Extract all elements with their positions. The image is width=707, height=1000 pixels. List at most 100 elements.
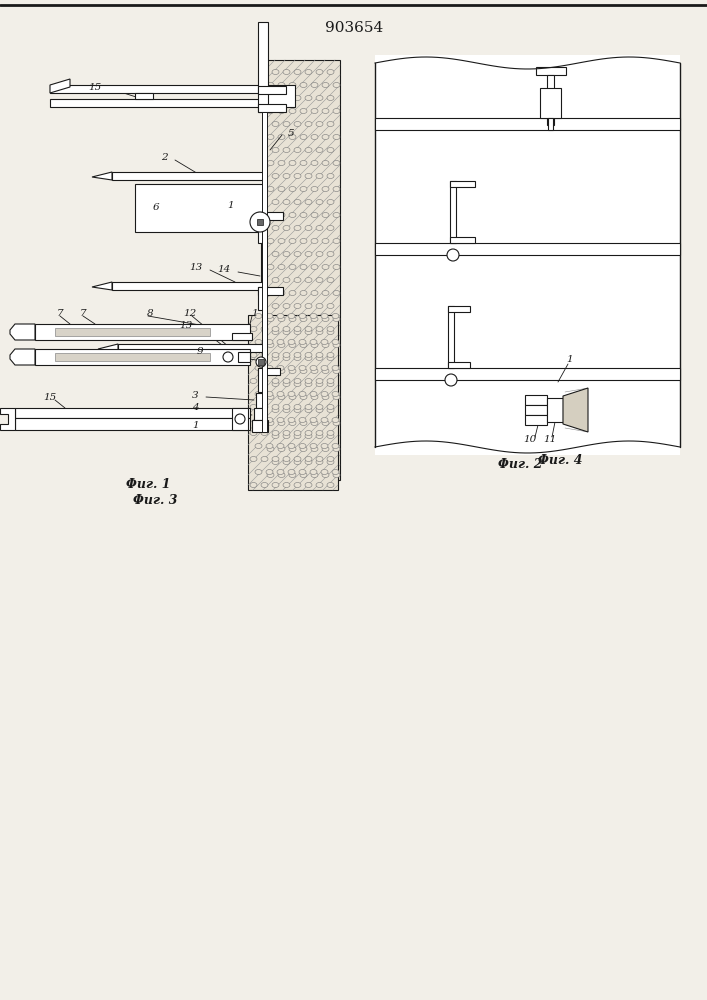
- Ellipse shape: [278, 342, 285, 348]
- Ellipse shape: [327, 430, 334, 436]
- Ellipse shape: [266, 470, 273, 475]
- Bar: [375, 368, 680, 380]
- Circle shape: [250, 212, 270, 232]
- Ellipse shape: [327, 200, 334, 205]
- Bar: [258, 104, 286, 112]
- Bar: [232, 408, 248, 430]
- Polygon shape: [98, 344, 118, 352]
- Polygon shape: [50, 79, 70, 93]
- Ellipse shape: [316, 277, 323, 282]
- Ellipse shape: [332, 470, 339, 475]
- Bar: [135, 93, 153, 99]
- Ellipse shape: [305, 353, 312, 358]
- Ellipse shape: [321, 470, 328, 475]
- Ellipse shape: [272, 70, 279, 75]
- Bar: [252, 420, 268, 432]
- Ellipse shape: [277, 418, 284, 422]
- Ellipse shape: [316, 408, 323, 412]
- Ellipse shape: [311, 368, 318, 373]
- Ellipse shape: [316, 70, 323, 75]
- Ellipse shape: [277, 340, 284, 344]
- Ellipse shape: [272, 96, 279, 101]
- Ellipse shape: [305, 326, 312, 332]
- Ellipse shape: [272, 460, 279, 464]
- Ellipse shape: [250, 483, 257, 488]
- Ellipse shape: [267, 134, 274, 139]
- Ellipse shape: [272, 277, 279, 282]
- Ellipse shape: [327, 381, 334, 386]
- Ellipse shape: [333, 134, 340, 139]
- Ellipse shape: [311, 394, 318, 399]
- Ellipse shape: [255, 365, 262, 370]
- Ellipse shape: [272, 430, 279, 436]
- Ellipse shape: [305, 404, 312, 410]
- Text: 7: 7: [57, 310, 64, 318]
- Ellipse shape: [278, 290, 285, 296]
- Bar: [248, 315, 338, 490]
- Bar: [55, 353, 210, 361]
- Ellipse shape: [300, 473, 307, 478]
- Ellipse shape: [267, 108, 274, 113]
- Ellipse shape: [322, 83, 329, 88]
- Ellipse shape: [327, 456, 334, 462]
- Ellipse shape: [283, 226, 290, 231]
- Bar: [448, 362, 470, 368]
- Ellipse shape: [267, 446, 274, 452]
- Ellipse shape: [288, 444, 295, 448]
- Ellipse shape: [332, 444, 339, 448]
- Text: 1: 1: [192, 420, 199, 430]
- Bar: [265, 85, 295, 107]
- Ellipse shape: [278, 186, 285, 192]
- Ellipse shape: [294, 434, 301, 438]
- Ellipse shape: [305, 304, 312, 308]
- Ellipse shape: [299, 365, 306, 370]
- Ellipse shape: [272, 330, 279, 334]
- Ellipse shape: [283, 378, 290, 383]
- Ellipse shape: [311, 316, 318, 322]
- Bar: [258, 359, 264, 365]
- Ellipse shape: [310, 391, 317, 396]
- Ellipse shape: [267, 473, 274, 478]
- Text: Φиг. 1: Φиг. 1: [126, 479, 170, 491]
- Ellipse shape: [316, 404, 323, 410]
- Ellipse shape: [255, 391, 262, 396]
- Ellipse shape: [267, 316, 274, 322]
- Ellipse shape: [294, 226, 301, 231]
- Ellipse shape: [272, 353, 279, 358]
- Ellipse shape: [278, 83, 285, 88]
- Ellipse shape: [316, 378, 323, 383]
- Ellipse shape: [310, 470, 317, 475]
- Text: 12: 12: [183, 310, 197, 318]
- Ellipse shape: [272, 304, 279, 308]
- Ellipse shape: [289, 420, 296, 426]
- Ellipse shape: [288, 470, 295, 475]
- Ellipse shape: [305, 434, 312, 438]
- Text: 8: 8: [146, 310, 153, 318]
- Ellipse shape: [277, 365, 284, 370]
- Ellipse shape: [316, 226, 323, 231]
- Ellipse shape: [322, 160, 329, 165]
- Ellipse shape: [311, 446, 318, 452]
- Ellipse shape: [305, 330, 312, 334]
- Ellipse shape: [272, 326, 279, 332]
- Ellipse shape: [283, 483, 290, 488]
- Ellipse shape: [267, 264, 274, 269]
- Ellipse shape: [327, 96, 334, 101]
- Ellipse shape: [294, 330, 301, 334]
- Bar: [261, 243, 266, 290]
- Ellipse shape: [294, 304, 301, 308]
- Ellipse shape: [305, 70, 312, 75]
- Polygon shape: [118, 344, 265, 352]
- Circle shape: [223, 352, 233, 362]
- Ellipse shape: [266, 391, 273, 396]
- Ellipse shape: [316, 434, 323, 438]
- Ellipse shape: [289, 83, 296, 88]
- Bar: [265, 60, 340, 480]
- Ellipse shape: [316, 326, 323, 332]
- Bar: [547, 398, 563, 422]
- Ellipse shape: [333, 368, 340, 373]
- Bar: [258, 22, 268, 112]
- Ellipse shape: [261, 430, 268, 436]
- Ellipse shape: [333, 290, 340, 296]
- Ellipse shape: [278, 108, 285, 113]
